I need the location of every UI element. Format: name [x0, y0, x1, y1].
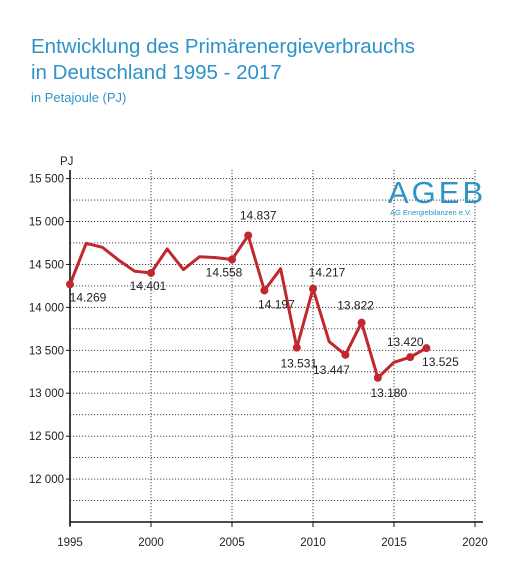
- x-tick-label: 2010: [300, 537, 326, 549]
- chart-title-line1: Entwicklung des Primärenergieverbrauchs: [31, 35, 415, 58]
- data-label: 14.401: [130, 279, 167, 293]
- data-point-marker: [66, 280, 74, 289]
- x-tick-label: 2015: [381, 537, 407, 549]
- data-label: 13.420: [387, 335, 424, 349]
- data-label: 13.525: [422, 355, 459, 369]
- y-tick-label: 15 000: [29, 217, 64, 229]
- data-point-marker: [292, 343, 301, 352]
- x-tick-label: 2000: [138, 537, 164, 549]
- x-tick-label: 1995: [57, 537, 83, 549]
- chart-title: Entwicklung des Primärenergieverbrauchs …: [31, 34, 415, 86]
- data-labels: 14.269 14.401 14.558 14.837 14.197 13.531 14.2…: [70, 209, 459, 400]
- data-point-marker: [260, 286, 269, 295]
- y-tick-label: 14 000: [29, 302, 64, 314]
- data-label: 13.180: [370, 386, 407, 400]
- y-tick-label: 15 500: [29, 174, 64, 186]
- x-tick-label: 2005: [219, 537, 245, 549]
- y-tick-label: 14 500: [29, 259, 64, 271]
- ageb-logo: AGEB AG Energiebilanzen e.V.: [388, 175, 486, 217]
- y-tick-label: 13 000: [29, 388, 64, 400]
- data-label: 14.269: [70, 290, 107, 304]
- y-tick-label: 12 500: [29, 431, 64, 443]
- x-tick-label: 2020: [462, 537, 488, 549]
- data-label: 13.447: [313, 363, 350, 377]
- data-point-marker: [244, 231, 253, 240]
- chart-title-line2: in Deutschland 1995 - 2017: [31, 61, 282, 84]
- data-point-marker: [422, 344, 431, 353]
- data-label: 13.531: [280, 357, 317, 371]
- data-point-marker: [309, 284, 317, 293]
- data-point-marker: [373, 373, 382, 382]
- data-point-marker: [357, 318, 366, 327]
- logo-subtext: AG Energiebilanzen e.V.: [390, 208, 471, 217]
- data-point-marker: [147, 268, 155, 277]
- data-label: 14.217: [309, 266, 346, 280]
- axes: 12 000 12 500 13 000 13 500 14 000 14 500 15 0…: [29, 170, 488, 549]
- data-point-marker: [406, 353, 415, 362]
- data-point-marker: [228, 255, 236, 264]
- data-label: 13.822: [337, 299, 374, 313]
- chart-subtitle: in Petajoule (PJ): [31, 90, 127, 105]
- y-axis-label: PJ: [60, 156, 73, 168]
- data-label: 14.837: [240, 209, 277, 223]
- y-tick-label: 12 000: [29, 474, 64, 486]
- y-tick-label: 13 500: [29, 345, 64, 357]
- data-point-marker: [341, 350, 350, 359]
- logo-text: AGEB: [388, 175, 486, 210]
- data-label: 14.558: [206, 265, 243, 279]
- data-label: 14.197: [258, 297, 295, 311]
- series: [66, 231, 431, 382]
